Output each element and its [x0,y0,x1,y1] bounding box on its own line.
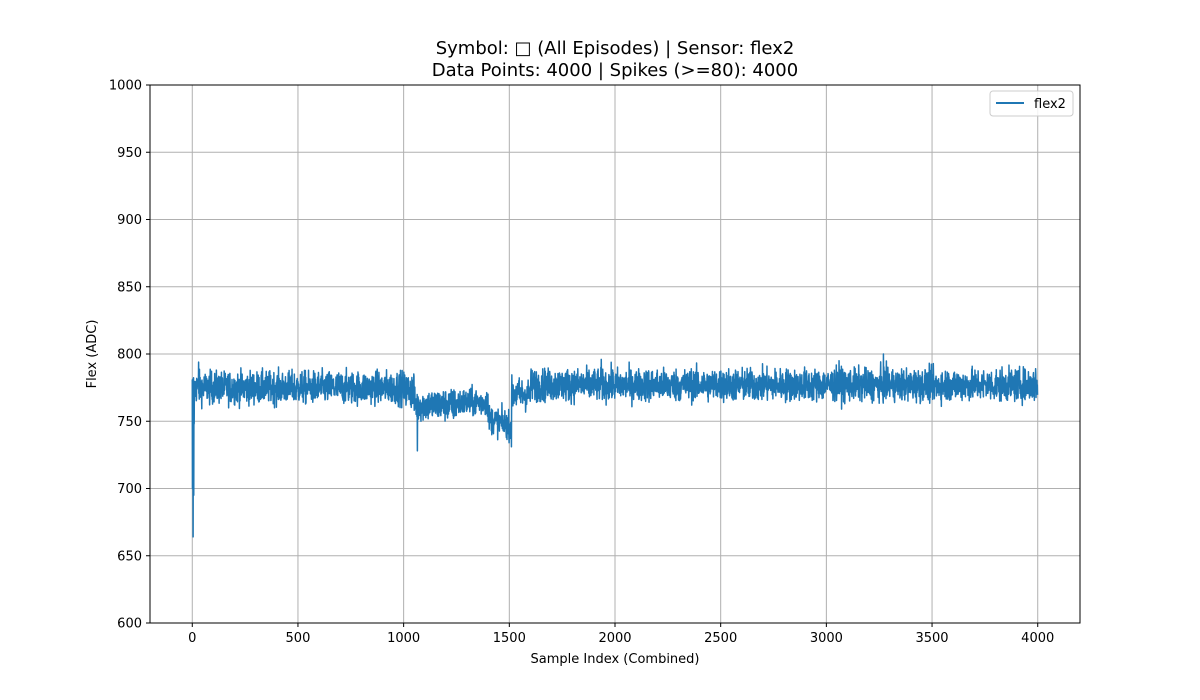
series-line-flex2 [191,353,1039,538]
x-axis-label: Sample Index (Combined) [531,652,700,667]
y-tick-label-700: 700 [117,482,142,497]
x-tick-label-2000: 2000 [598,631,631,646]
y-axis-label: Flex (ADC) [85,320,100,389]
y-tick-label-800: 800 [117,348,142,363]
x-tick-label-3000: 3000 [810,631,843,646]
x-tick-label-3500: 3500 [915,631,948,646]
legend-label-flex2: flex2 [1034,97,1066,112]
x-tick-label-0: 0 [188,631,196,646]
data-layer [191,353,1039,538]
y-tick-label-950: 950 [117,146,142,161]
chart-title-line2: Data Points: 4000 | Spikes (>=80): 4000 [432,60,798,81]
grid-layer [150,84,1080,624]
x-tick-label-2500: 2500 [704,631,737,646]
x-tick-label-500: 500 [286,631,311,646]
x-tick-label-1500: 1500 [493,631,526,646]
y-tick-label-1000: 1000 [109,79,142,94]
y-tick-label-650: 650 [117,549,142,564]
chart-title-line1: Symbol: □ (All Episodes) | Sensor: flex2 [436,38,795,59]
tick-layer: 0 500 1000 1500 2000 2500 3000 3500 4000 600 650 70… [109,79,1054,647]
legend: flex2 [989,90,1074,117]
x-tick-label-1000: 1000 [387,631,420,646]
y-tick-label-850: 850 [117,280,142,295]
y-tick-label-600: 600 [117,617,142,632]
y-tick-label-750: 750 [117,415,142,430]
y-tick-label-900: 900 [117,213,142,228]
legend-box [989,90,1074,117]
x-tick-label-4000: 4000 [1021,631,1054,646]
